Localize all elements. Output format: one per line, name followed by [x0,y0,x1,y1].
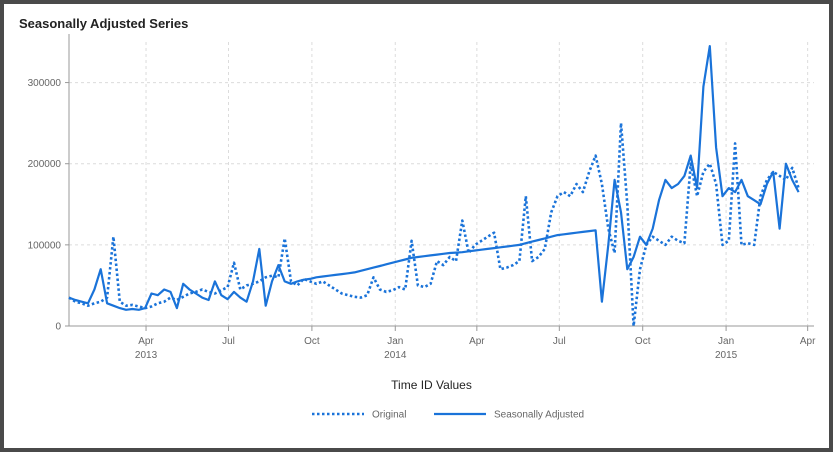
x-tick-label: Apr [469,336,485,347]
x-tick-label: Oct [304,336,320,347]
x-tick-label: Apr [800,336,816,347]
x-tick-label: Jan [718,336,734,347]
series-line-original [68,121,800,328]
chart-title: Seasonally Adjusted Series [19,16,189,31]
x-axis-label: Time ID Values [391,378,472,392]
x-tick-label: Jul [553,336,566,347]
y-tick-label: 100000 [28,240,62,251]
x-tick-year-label: 2013 [135,350,158,361]
x-tick-year-label: 2015 [715,350,738,361]
y-tick-label: 300000 [28,78,62,89]
x-tick-label: Apr [138,336,154,347]
legend-label-original: Original [372,410,406,421]
chart-canvas: 0 100000 200000 300000 Apr 2013 Jul Oct Jan 2014 A… [28,34,816,421]
y-tick-label: 0 [55,322,61,333]
x-tick-label: Oct [635,336,651,347]
y-tick-label: 200000 [28,159,62,170]
series-line-seasonally-adjusted [68,44,800,311]
x-tick-label: Jan [387,336,403,347]
legend-label-seasonally-adjusted: Seasonally Adjusted [494,410,584,421]
x-tick-label: Jul [222,336,235,347]
x-tick-year-label: 2014 [384,350,407,361]
